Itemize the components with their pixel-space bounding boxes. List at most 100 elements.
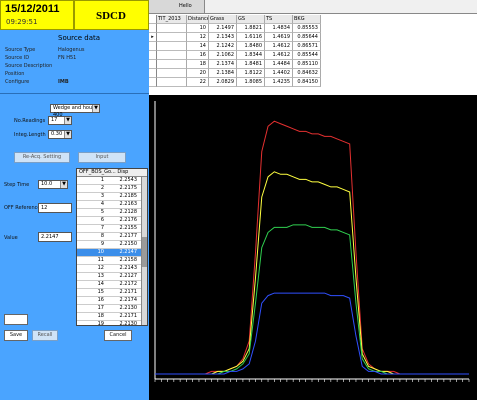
- readings-row[interactable]: 17 2.2130: [77, 305, 143, 313]
- readings-row[interactable]: 11 2.2158: [77, 257, 143, 265]
- readings-row[interactable]: 15 2.2171: [77, 289, 143, 297]
- profile-chart: [149, 95, 477, 400]
- row-header[interactable]: [149, 42, 157, 51]
- source-type-label: Source Type: [5, 47, 36, 53]
- reading-value: 2.2150: [119, 241, 138, 247]
- source-id-value: FN H51: [58, 55, 77, 61]
- reading-value: 2.2174: [119, 297, 138, 303]
- profile-chart-svg: [154, 101, 470, 382]
- save-button[interactable]: Save: [4, 330, 28, 341]
- table-cell: 22: [187, 78, 209, 87]
- off-reference-label: OFF Reference: [4, 205, 41, 211]
- readings-row[interactable]: 8 2.2177: [77, 233, 143, 241]
- chevron-down-icon[interactable]: ▼: [92, 105, 99, 112]
- chevron-down-icon[interactable]: ▼: [64, 117, 71, 124]
- reading-value: 2.2185: [119, 193, 138, 199]
- readings-row[interactable]: 10 2.2147: [77, 249, 143, 257]
- table-cell: 2.1343: [209, 33, 237, 42]
- row-header[interactable]: [149, 15, 157, 24]
- reading-index: 11: [97, 257, 104, 263]
- readings-row[interactable]: 5 2.2128: [77, 209, 143, 217]
- integ-length-select[interactable]: 0.30 ▼: [48, 130, 72, 139]
- off-reference-field[interactable]: 12: [38, 203, 72, 213]
- readings-row[interactable]: 14 2.2172: [77, 281, 143, 289]
- row-header[interactable]: [149, 78, 157, 87]
- readings-row[interactable]: 4 2.2163: [77, 201, 143, 209]
- reading-index: 19: [97, 321, 104, 326]
- reading-value: 2.2143: [119, 265, 138, 271]
- source-data-title: Source data: [58, 34, 101, 42]
- row-header[interactable]: [149, 51, 157, 60]
- reading-value: 2.2176: [119, 217, 138, 223]
- series-line-1: [155, 120, 469, 375]
- table-cell: 1.8122: [237, 69, 265, 78]
- readings-row[interactable]: 3 2.2185: [77, 193, 143, 201]
- readings-row[interactable]: 18 2.2171: [77, 313, 143, 321]
- table-cell: 1.4619: [265, 33, 293, 42]
- table-cell: 1.8480: [237, 42, 265, 51]
- source-data-panel: Source data Source Type Halogenus Source…: [0, 30, 149, 94]
- readings-row[interactable]: 12 2.2143: [77, 265, 143, 273]
- table-cell: 1.4484: [265, 60, 293, 69]
- column-header: TS: [265, 15, 293, 24]
- recall-button[interactable]: Recall: [32, 330, 58, 341]
- cancel-button[interactable]: Cancel: [104, 330, 132, 341]
- reading-index: 6: [100, 217, 104, 223]
- table-cell: 1.8821: [237, 24, 265, 33]
- scrollbar-thumb[interactable]: [142, 237, 147, 267]
- column-header: BKG: [293, 15, 321, 24]
- chevron-down-icon[interactable]: ▼: [60, 181, 67, 188]
- date-text: 15/12/2011: [5, 3, 60, 15]
- readings-row[interactable]: 13 2.2127: [77, 273, 143, 281]
- reading-value: 2.2175: [119, 185, 138, 191]
- table-cell: [157, 78, 187, 87]
- reading-index: 1: [100, 177, 104, 183]
- readings-select[interactable]: 17 ▼: [48, 116, 72, 125]
- value-label: Value: [4, 235, 18, 241]
- configure-value: IMB: [58, 79, 69, 85]
- table-cell: 0.85644: [293, 33, 321, 42]
- integ-length-value: 0.30: [51, 131, 63, 137]
- input-button[interactable]: Input: [78, 152, 126, 163]
- blank-button[interactable]: [4, 314, 28, 325]
- table-cell: 16: [187, 51, 209, 60]
- reading-value: 2.2147: [119, 249, 138, 255]
- readings-row[interactable]: 16 2.2174: [77, 297, 143, 305]
- table-cell: [157, 60, 187, 69]
- row-header[interactable]: [149, 60, 157, 69]
- readings-grid-header: OFF_BOS_Go... Disp: [77, 169, 147, 177]
- reading-index: 5: [100, 209, 104, 215]
- readings-grid-scrollbar[interactable]: [141, 177, 147, 325]
- readings-row[interactable]: 9 2.2150: [77, 241, 143, 249]
- reacq-setting-button[interactable]: Re-Acq. Setting: [14, 152, 70, 163]
- table-cell: 0.85553: [293, 24, 321, 33]
- series-line-2: [155, 171, 469, 375]
- reading-value: 2.2171: [119, 289, 138, 295]
- row-header[interactable]: ▸: [149, 33, 157, 42]
- readings-row[interactable]: 7 2.2155: [77, 225, 143, 233]
- reading-index: 16: [97, 297, 104, 303]
- table-cell: 1.4834: [265, 24, 293, 33]
- table-cell: 2.1062: [209, 51, 237, 60]
- reading-index: 18: [97, 313, 104, 319]
- tab-hello[interactable]: Hello: [149, 0, 205, 13]
- table-cell: 1.4235: [265, 78, 293, 87]
- readings-row[interactable]: 1 2.2543: [77, 177, 143, 185]
- row-header[interactable]: [149, 24, 157, 33]
- table-cell: [157, 51, 187, 60]
- readings-grid[interactable]: OFF_BOS_Go... Disp 1 2.2543 2 2.2175 3 2.2185…: [76, 168, 148, 326]
- readings-row[interactable]: 2 2.2175: [77, 185, 143, 193]
- source-id-label: Source ID: [5, 55, 30, 61]
- measure-select[interactable]: Wedge and hour 400 ▼: [50, 104, 100, 118]
- table-cell: 1.4612: [265, 42, 293, 51]
- configure-label: Configure: [5, 79, 30, 85]
- readings-row[interactable]: 6 2.2176: [77, 217, 143, 225]
- reading-value: 2.2128: [119, 209, 138, 215]
- value-field[interactable]: 2.2147: [38, 232, 72, 242]
- readings-row[interactable]: 19 2.2130: [77, 321, 143, 326]
- chevron-down-icon[interactable]: ▼: [64, 131, 71, 138]
- table-cell: 1.6116: [237, 33, 265, 42]
- table-cell: [157, 42, 187, 51]
- step-time-select[interactable]: 10.0 ▼: [38, 180, 68, 189]
- row-header[interactable]: [149, 69, 157, 78]
